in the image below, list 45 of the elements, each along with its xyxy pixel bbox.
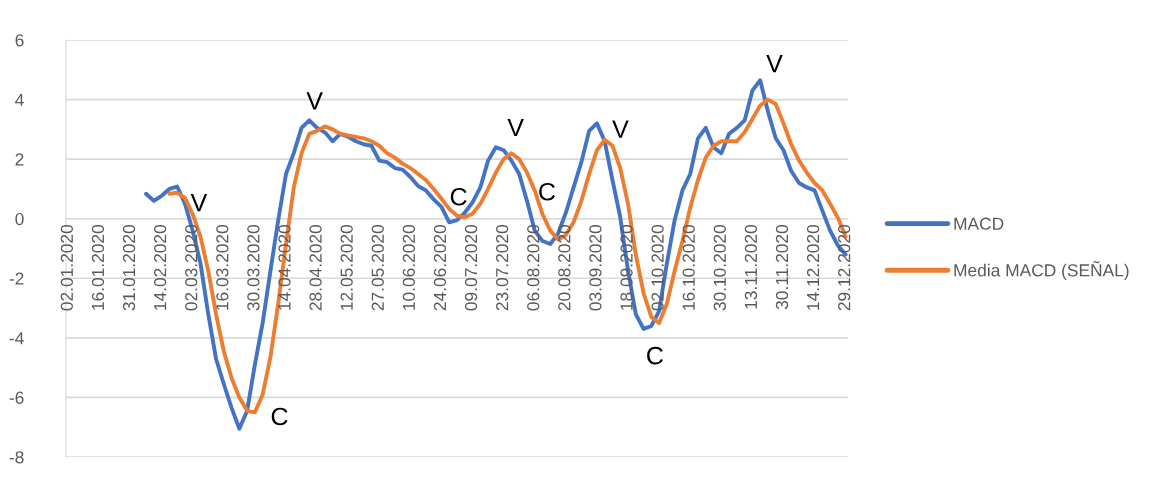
x-tick-label: 09.07.2020 <box>464 224 478 311</box>
x-tick-label: 23.07.2020 <box>496 224 509 311</box>
annotation: C <box>647 346 663 365</box>
y-tick-label: 2 <box>15 153 24 166</box>
x-tick-label: 20.08.2020 <box>558 224 571 311</box>
y-tick-label: -8 <box>9 451 24 464</box>
y-tick-label: -6 <box>9 391 24 404</box>
x-tick-label: 14.12.2020 <box>806 224 820 310</box>
annotation: V <box>507 118 524 137</box>
annotation: V <box>190 193 208 212</box>
y-tick-label: 6 <box>15 34 24 47</box>
x-tick-label: 16.01.2020 <box>91 224 105 310</box>
x-tick-label: 30.03.2020 <box>247 224 260 311</box>
y-tick-label: 0 <box>15 212 24 226</box>
x-tick-label: 30.11.2020 <box>775 224 789 310</box>
annotation: C <box>450 187 467 206</box>
x-tick-label: 03.09.2020 <box>589 224 602 311</box>
y-tick-label: -2 <box>9 272 24 285</box>
x-tick-label: 24.06.2020 <box>433 224 447 311</box>
x-tick-label: 28.04.2020 <box>309 224 322 311</box>
annotation: V <box>306 92 323 110</box>
x-tick-label: 02.01.2020 <box>60 224 73 311</box>
x-tick-label: 02.03.2020 <box>185 224 198 311</box>
annotation: C <box>539 182 555 201</box>
x-tick-label: 31.01.2020 <box>122 224 136 311</box>
y-tick-label: -4 <box>9 332 24 345</box>
x-tick-label: 13.11.2020 <box>744 224 758 309</box>
x-tick-label: 16.10.2020 <box>682 224 695 310</box>
x-tick-label: 12.05.2020 <box>340 224 353 310</box>
annotation: V <box>766 55 783 73</box>
annotation: V <box>612 120 629 138</box>
x-tick-label: 10.06.2020 <box>402 224 416 310</box>
x-tick-label: 18.09.2020 <box>620 224 633 310</box>
y-tick-label: 4 <box>15 93 24 106</box>
x-tick-label: 02.10.2020 <box>651 224 664 311</box>
x-tick-label: 27.05.2020 <box>371 224 384 311</box>
x-tick-label: 14.04.2020 <box>278 224 291 310</box>
x-tick-label: 16.03.2020 <box>216 224 229 310</box>
x-tick-label: 30.10.2020 <box>713 224 726 311</box>
x-tick-label: 06.08.2020 <box>527 224 540 311</box>
x-tick-label: 29.12.2020 <box>838 224 851 311</box>
x-tick-label: 14.02.2020 <box>153 224 167 310</box>
legend-label: Media MACD (SEÑAL) <box>954 261 1129 280</box>
legend-label: MACD <box>954 217 1004 230</box>
annotation: C <box>271 407 288 426</box>
